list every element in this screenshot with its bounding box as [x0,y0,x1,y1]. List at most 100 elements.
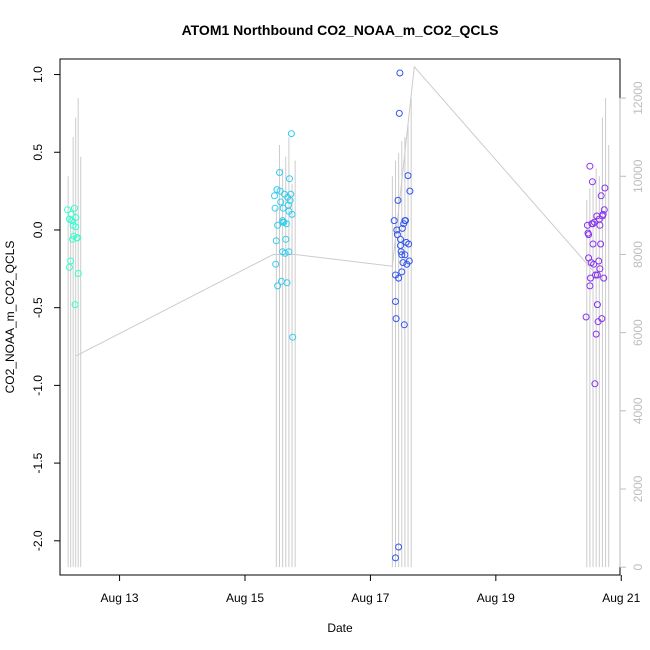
data-point [74,234,82,242]
data-point [398,268,406,276]
series-2 [390,69,414,562]
data-point [67,210,75,218]
data-point [589,240,597,248]
data-point [289,333,297,341]
series-3 [582,162,609,388]
data-point [595,257,603,265]
data-point [592,330,600,338]
data-point [279,218,287,226]
data-point [392,315,400,323]
plot-frame [59,58,621,576]
data-point [600,206,608,214]
data-point [586,282,594,290]
data-point [597,192,605,200]
series-1 [271,130,297,341]
data-point [392,298,399,305]
data-point [398,224,406,232]
data-point [589,220,597,228]
y2-axis: 0 2000 4000 6000 8000 10000 12000 [619,81,645,571]
x-tick-label-2: Aug 17 [351,591,389,605]
data-point [601,184,609,192]
data-point [395,109,403,117]
data-point [585,231,593,239]
data-point [64,206,71,214]
y-tick-label-6: -2.0 [31,530,45,551]
y-tick-label-1: 0.5 [31,144,45,161]
data-point [285,248,293,256]
data-point [593,301,601,309]
y-axis-title: CO2_NOAA_m_CO2_QCLS [3,241,17,394]
data-point [74,270,82,277]
y-tick-label-4: -1.0 [31,375,45,396]
x-tick-label-1: Aug 15 [226,591,264,605]
data-point [65,263,73,271]
data-point [286,175,293,183]
y-tick-label-3: -0.5 [31,297,45,318]
data-point [600,274,608,282]
y2-tick-label-5: 10000 [631,159,645,193]
data-point [597,240,605,248]
data-point [398,251,406,259]
data-point [276,169,283,176]
data-point [71,301,79,309]
data-point [587,274,594,282]
data-point [406,187,414,195]
data-point [282,220,290,228]
data-point [405,257,413,265]
points-layer [64,69,609,562]
data-point [396,69,404,77]
y-tick-label-0: 1.0 [31,66,45,83]
data-point [274,221,282,229]
chart-title: ATOM1 Northbound CO2_NOAA_m_CO2_QCLS [182,22,499,38]
y2-tick-label-1: 2000 [631,475,645,502]
x-tick-label-0: Aug 13 [101,591,139,605]
y2-tick-label-4: 8000 [631,241,645,268]
data-point [72,223,80,231]
data-point [272,260,280,268]
data-point [394,196,402,204]
data-point [67,257,75,265]
data-point [592,271,599,279]
data-point [283,279,291,287]
data-point [404,172,412,180]
data-point [395,543,403,551]
y2-tick-label-3: 6000 [631,319,645,346]
data-point [392,554,399,562]
data-point [397,242,404,249]
y-tick-label-2: 0.0 [31,221,45,238]
data-point [596,265,604,273]
y2-tick-label-2: 4000 [631,397,645,424]
data-point [271,192,278,200]
data-point [400,321,408,329]
data-point [274,282,282,290]
data-point [590,260,598,268]
data-point [596,221,604,229]
x-axis: Aug 13 Aug 15 Aug 17 Aug 19 Aug 21 [101,575,641,605]
altitude-trend-line [75,65,600,357]
data-point [288,210,296,218]
data-point [279,204,287,212]
y2-tick-label-6: 12000 [631,81,645,115]
altitude-layer [67,65,610,568]
data-point [399,259,407,267]
data-point [599,210,607,218]
data-point [582,313,590,321]
y-tick-label-5: -1.5 [31,452,45,473]
data-point [271,204,279,212]
data-point [287,130,295,138]
data-point [590,218,598,226]
data-point [272,237,280,245]
data-point [593,271,601,279]
data-point [401,251,409,259]
data-point [282,235,290,243]
x-tick-label-4: Aug 21 [602,591,640,605]
data-point [281,249,289,257]
y2-tick-label-0: 0 [631,564,645,571]
data-point [277,198,285,206]
data-point [390,217,398,225]
x-axis-title: Date [327,621,353,635]
data-point [405,240,413,248]
data-point [395,274,403,282]
data-point [401,217,409,225]
